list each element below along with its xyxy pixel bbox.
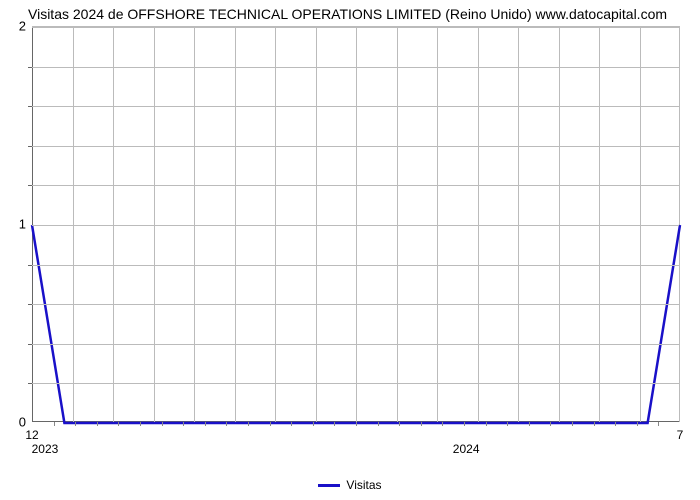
y-minor-tick (28, 383, 32, 384)
x-minor-tick (162, 422, 163, 426)
grid-line-vertical (518, 27, 519, 422)
grid-line-vertical (194, 27, 195, 422)
x-minor-tick (248, 422, 249, 426)
grid-line-vertical (640, 27, 641, 422)
x-minor-tick (183, 422, 184, 426)
chart-plot-area (32, 26, 680, 422)
grid-line-vertical (437, 27, 438, 422)
x-minor-tick (529, 422, 530, 426)
grid-line-vertical (113, 27, 114, 422)
x-minor-tick (75, 422, 76, 426)
grid-line-vertical (316, 27, 317, 422)
x-minor-tick (442, 422, 443, 426)
y-tick-label: 0 (6, 415, 26, 430)
legend: Visitas (0, 478, 700, 492)
x-minor-tick (615, 422, 616, 426)
x-minor-tick (421, 422, 422, 426)
x-minor-tick (97, 422, 98, 426)
legend-label: Visitas (346, 478, 381, 492)
grid-line-vertical (154, 27, 155, 422)
grid-line-vertical (356, 27, 357, 422)
x-minor-tick (572, 422, 573, 426)
y-tick-label: 1 (6, 217, 26, 232)
x-minor-tick (205, 422, 206, 426)
x-minor-tick (291, 422, 292, 426)
x-tick-label-month: 12 (25, 428, 38, 442)
x-minor-tick (140, 422, 141, 426)
grid-line-vertical (599, 27, 600, 422)
y-minor-tick (28, 185, 32, 186)
x-minor-tick (270, 422, 271, 426)
x-minor-tick (313, 422, 314, 426)
x-tick-label-year: 2023 (32, 442, 59, 456)
y-minor-tick (28, 67, 32, 68)
x-minor-tick (637, 422, 638, 426)
x-minor-tick (550, 422, 551, 426)
legend-swatch (318, 484, 340, 487)
chart-title: Visitas 2024 de OFFSHORE TECHNICAL OPERA… (28, 6, 690, 22)
y-minor-tick (28, 106, 32, 107)
x-minor-tick (486, 422, 487, 426)
x-minor-tick (594, 422, 595, 426)
y-minor-tick (28, 146, 32, 147)
y-tick-label: 2 (6, 19, 26, 34)
grid-line-vertical (73, 27, 74, 422)
x-minor-tick (226, 422, 227, 426)
y-minor-tick (28, 265, 32, 266)
y-minor-tick (28, 304, 32, 305)
x-minor-tick (118, 422, 119, 426)
grid-line-vertical (275, 27, 276, 422)
x-minor-tick (334, 422, 335, 426)
x-tick-label-month: 7 (677, 428, 684, 442)
grid-line-vertical (478, 27, 479, 422)
x-minor-tick (54, 422, 55, 426)
x-minor-tick (464, 422, 465, 426)
y-minor-tick (28, 344, 32, 345)
x-tick-label-year: 2024 (453, 442, 480, 456)
grid-line-vertical (235, 27, 236, 422)
grid-line-vertical (397, 27, 398, 422)
x-minor-tick (356, 422, 357, 426)
x-minor-tick (399, 422, 400, 426)
grid-line-vertical (559, 27, 560, 422)
x-minor-tick (507, 422, 508, 426)
x-minor-tick (378, 422, 379, 426)
x-minor-tick (658, 422, 659, 426)
